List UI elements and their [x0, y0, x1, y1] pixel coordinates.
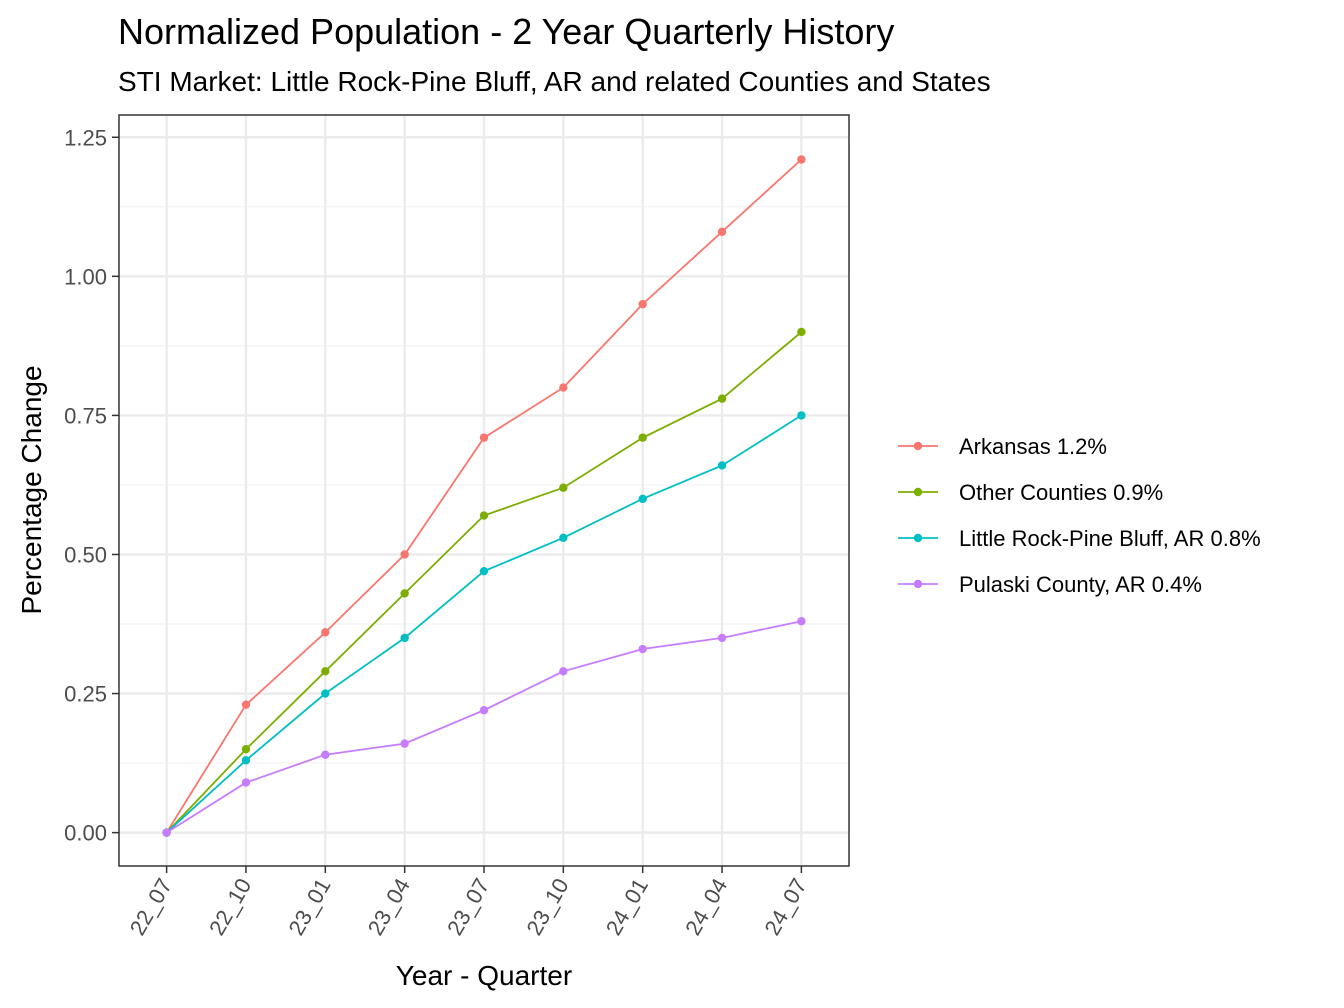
- data-point: [717, 227, 727, 237]
- data-point: [479, 566, 489, 576]
- data-point: [717, 461, 727, 470]
- data-point: [717, 394, 727, 403]
- x-tick-label: 24_01: [601, 874, 653, 939]
- x-tick-label: 23_01: [283, 874, 335, 939]
- data-point: [241, 756, 251, 765]
- legend-key-point: [913, 533, 923, 543]
- legend-label: Other Counties 0.9%: [959, 480, 1163, 505]
- x-tick-label: 23_10: [521, 874, 573, 939]
- legend-key-point: [913, 487, 923, 497]
- y-tick-label: 0.00: [64, 821, 107, 846]
- chart-subtitle: STI Market: Little Rock-Pine Bluff, AR a…: [118, 66, 991, 97]
- data-point: [162, 828, 171, 837]
- data-point: [797, 411, 806, 420]
- data-point: [241, 778, 251, 787]
- data-point: [638, 299, 647, 309]
- data-point: [797, 327, 806, 337]
- data-point: [797, 155, 806, 164]
- data-point: [638, 433, 647, 442]
- y-tick-label: 1.25: [64, 125, 107, 150]
- legend-item: Little Rock-Pine Bluff, AR 0.8%: [898, 526, 1261, 551]
- series-points: [162, 155, 806, 837]
- gridlines: [119, 115, 849, 866]
- y-tick-label: 0.75: [64, 403, 107, 428]
- data-point: [559, 383, 568, 392]
- data-point: [638, 494, 647, 504]
- data-point: [400, 589, 409, 598]
- data-point: [241, 744, 251, 754]
- legend-label: Little Rock-Pine Bluff, AR 0.8%: [959, 526, 1261, 551]
- plot-area: [118, 114, 850, 867]
- data-point: [321, 628, 330, 637]
- x-tick-label: 22_10: [204, 874, 256, 939]
- data-point: [321, 667, 330, 676]
- data-point: [479, 511, 489, 520]
- legend-key-point: [913, 579, 923, 589]
- data-point: [797, 617, 806, 626]
- data-point: [559, 533, 568, 542]
- x-tick-label: 24_07: [759, 874, 811, 939]
- y-axis-title: Percentage Change: [16, 365, 47, 614]
- y-axis: 0.00 0.25 0.50 0.75 1.00 1.25: [64, 125, 119, 846]
- x-axis-title: Year - Quarter: [396, 960, 572, 991]
- y-tick-label: 1.00: [64, 264, 107, 289]
- data-point: [479, 433, 489, 442]
- legend-item: Pulaski County, AR 0.4%: [898, 572, 1202, 597]
- x-tick-label: 24_04: [680, 874, 732, 939]
- legend-item: Other Counties 0.9%: [898, 480, 1163, 505]
- y-tick-label: 0.50: [64, 542, 107, 567]
- data-point: [400, 633, 409, 643]
- data-point: [559, 483, 568, 492]
- x-axis: 22_07 22_10 23_01 23_04 23_07 23_10 24_01 24_04…: [125, 866, 812, 939]
- data-point: [638, 644, 647, 654]
- legend-label: Pulaski County, AR 0.4%: [959, 572, 1202, 597]
- data-point: [321, 750, 330, 759]
- data-point: [479, 706, 489, 715]
- legend: Arkansas 1.2% Other Counties 0.9% Little R…: [898, 434, 1261, 597]
- legend-item: Arkansas 1.2%: [898, 434, 1107, 459]
- data-point: [400, 739, 409, 748]
- legend-key-point: [913, 441, 923, 451]
- legend-label: Arkansas 1.2%: [959, 434, 1107, 459]
- data-point: [241, 700, 251, 709]
- x-tick-label: 23_07: [442, 874, 494, 939]
- data-point: [400, 550, 409, 559]
- y-tick-label: 0.25: [64, 682, 107, 707]
- chart-title: Normalized Population - 2 Year Quarterly…: [118, 11, 894, 52]
- data-point: [559, 667, 568, 676]
- data-point: [321, 689, 330, 698]
- data-point: [717, 633, 727, 643]
- x-tick-label: 23_04: [363, 874, 415, 939]
- x-tick-label: 22_07: [125, 874, 177, 939]
